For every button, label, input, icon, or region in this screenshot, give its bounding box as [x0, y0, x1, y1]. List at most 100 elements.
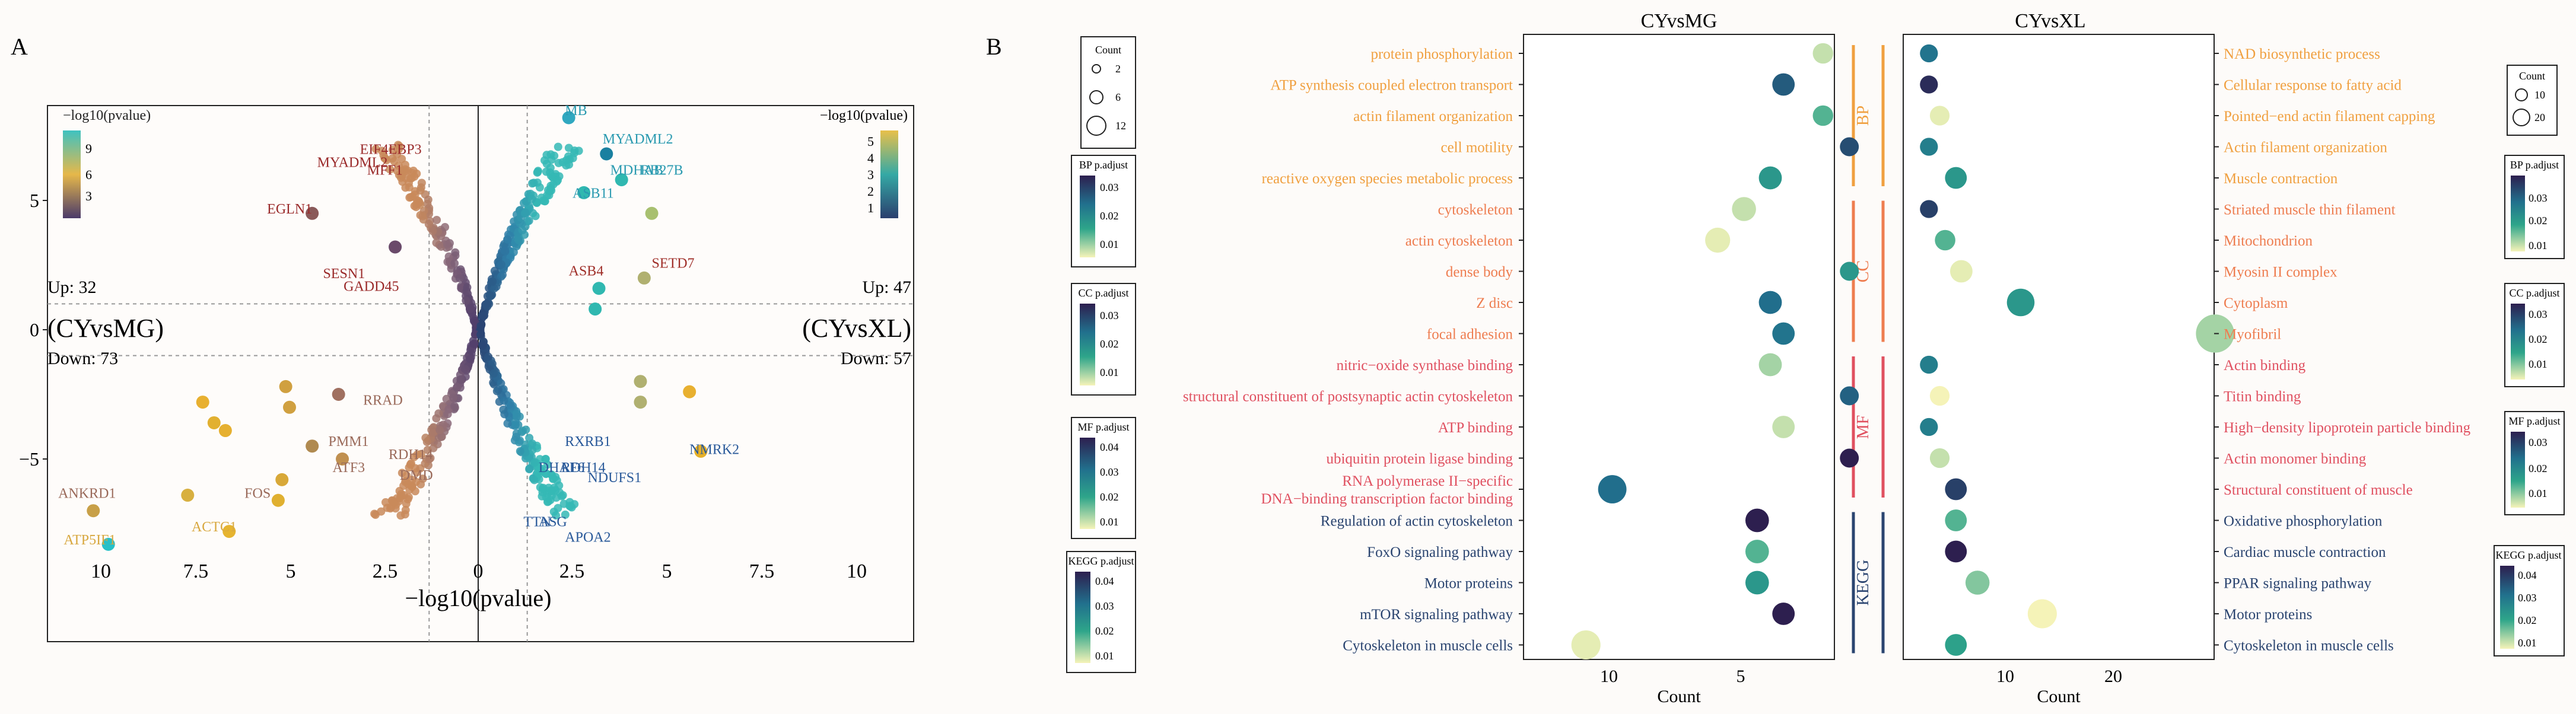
gene-label: DMD — [400, 468, 433, 483]
x-tick-label: 0 — [473, 560, 484, 582]
volcano-point — [559, 499, 568, 508]
gene-label: ANKRD1 — [58, 486, 116, 501]
point-cloud — [87, 111, 708, 551]
enrichment-dot — [1598, 475, 1627, 503]
volcano-point — [488, 277, 497, 286]
volcano-outlier-point — [389, 240, 402, 254]
term-label: Pointed−end actin filament capping — [2224, 109, 2435, 125]
gene-label: ASG — [539, 514, 567, 530]
volcano-point — [450, 259, 459, 268]
volcano-point — [478, 342, 487, 350]
left-legend-tick: 3 — [85, 189, 92, 203]
gene-label: GADD45 — [344, 279, 399, 295]
enrichment-dot — [1945, 478, 1967, 501]
left-legend-title: −log10(pvalue) — [63, 108, 151, 123]
term-label: NAD biosynthetic process — [2224, 46, 2380, 62]
volcano-x-axis: 10 7.5 5 2.5 0 2.5 5 7.5 10 — [91, 560, 867, 582]
volcano-point — [520, 209, 529, 218]
enrichment-dot — [1965, 570, 1990, 595]
volcano-point — [476, 321, 485, 330]
enrichment-dot — [1920, 138, 1938, 156]
count-legend-dot — [1089, 90, 1103, 104]
volcano-point — [554, 503, 562, 512]
count-legend-box — [1080, 36, 1136, 149]
term-label: FoxO signaling pathway — [1367, 544, 1513, 560]
cc-legend-tick: 0.03 — [2529, 308, 2548, 320]
volcano-point — [428, 227, 437, 235]
enrichment-dot — [1929, 448, 1950, 468]
gene-label: DHAF6 — [539, 460, 584, 476]
kegg-legend-title: KEGG p.adjust — [2496, 549, 2562, 561]
volcano-point — [498, 270, 507, 279]
volcano-outlier-point — [577, 186, 591, 199]
volcano-point — [437, 432, 446, 441]
volcano-point — [518, 226, 527, 235]
gene-label: ASB11 — [573, 186, 614, 202]
kegg-legend-tick: 0.02 — [1095, 625, 1114, 637]
volcano-outlier-point — [637, 271, 651, 285]
volcano-point — [554, 158, 563, 167]
gene-label: RRAD — [363, 393, 403, 408]
volcano-point — [554, 176, 562, 184]
term-label: Cellular response to fatty acid — [2224, 78, 2402, 94]
term-label: cytoskeleton — [1438, 202, 1513, 218]
bp-legend-title: BP p.adjust — [1079, 159, 1128, 171]
term-label: Myosin II complex — [2224, 264, 2338, 280]
term-label: actin cytoskeleton — [1405, 233, 1513, 249]
count-legend-dot — [2513, 109, 2530, 126]
volcano-point — [486, 292, 495, 301]
count-legend-dot — [1086, 116, 1106, 136]
enrichment-dot — [1812, 43, 1834, 64]
enrichment-dot — [1929, 385, 1950, 406]
right-panel-title: CYvsXL — [2015, 10, 2085, 32]
gene-label: SETD7 — [652, 256, 695, 271]
term-label: High−density lipoprotein particle bindin… — [2224, 420, 2471, 436]
volcano-point — [514, 234, 523, 243]
volcano-x-label: −log10(pvalue) — [405, 585, 552, 611]
gene-label: PMM1 — [329, 434, 369, 450]
volcano-outlier-point — [562, 111, 575, 125]
enrichment-dot — [1745, 508, 1769, 533]
cc-legend-tick: 0.01 — [2529, 358, 2548, 370]
term-label: Titin binding — [2224, 389, 2301, 405]
term-label: Cytoplasm — [2224, 295, 2288, 311]
group-label: KEGG — [1854, 560, 1872, 606]
volcano-outlier-point — [694, 444, 708, 458]
left-legend-tick: 6 — [85, 167, 92, 182]
volcano-point — [530, 458, 539, 467]
right-legend-tick: 1 — [867, 200, 874, 215]
volcano-point — [479, 311, 488, 320]
volcano-outlier-point — [306, 439, 319, 453]
kegg-legend-tick: 0.03 — [1095, 600, 1114, 612]
gene-label: RXRB1 — [565, 434, 610, 450]
term-label: Z disc — [1476, 295, 1513, 311]
right-colour-bar — [880, 130, 898, 218]
mf-legend-tick: 0.01 — [2529, 487, 2548, 499]
left-up-count: Up: 32 — [47, 278, 97, 297]
term-label: dense body — [1446, 264, 1513, 280]
enrichment-dot — [1705, 227, 1731, 253]
right-title: (CYvsXL) — [802, 314, 911, 343]
enrichment-dot — [1758, 353, 1782, 377]
gene-label: MYADML2 — [317, 155, 388, 170]
enrichment-dot — [1745, 540, 1769, 563]
enrichment-dot — [1840, 448, 1859, 468]
volcano-point — [421, 434, 430, 442]
count-legend-dot — [2515, 88, 2528, 101]
enrichment-dot — [1772, 73, 1795, 96]
term-label: RNA polymerase II−specific — [1342, 473, 1513, 489]
bp-legend-tick: 0.01 — [2529, 240, 2548, 251]
cc-legend-title: CC p.adjust — [2509, 287, 2559, 299]
group-label: MF — [1854, 415, 1872, 439]
x-tick-label: 2.5 — [559, 560, 585, 582]
volcano-outlier-point — [645, 206, 659, 220]
bp-legend-tick: 0.01 — [1100, 238, 1119, 250]
volcano-point — [533, 167, 542, 176]
left-colour-legend: −log10(pvalue) 9 6 3 — [63, 108, 151, 218]
term-label: Cytoskeleton in muscle cells — [1343, 638, 1513, 654]
volcano-point — [539, 483, 548, 492]
term-label: Actin binding — [2224, 358, 2306, 374]
term-label: nitric−oxide synthase binding — [1337, 358, 1513, 374]
